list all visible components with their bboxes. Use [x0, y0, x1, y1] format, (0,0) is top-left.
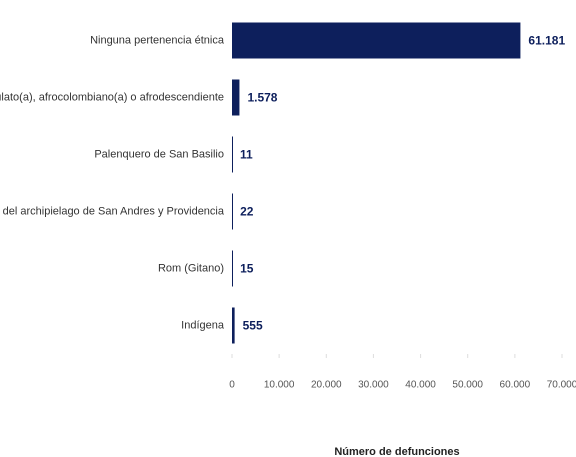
x-tick-label: 50.000: [452, 380, 483, 391]
bar: [232, 250, 233, 287]
x-tick-label: 60.000: [500, 380, 531, 391]
x-tick-label: 70.000: [547, 380, 576, 391]
value-label: 61.181: [528, 34, 565, 48]
value-label: 22: [240, 205, 254, 219]
y-tick-label: Indígena: [181, 319, 225, 331]
y-tick-label: Palenquero de San Basilio: [94, 148, 224, 160]
x-tick-label: 10.000: [264, 380, 295, 391]
x-axis-title: Número de defunciones: [334, 446, 459, 457]
y-tick-label: Negro(a), mulato(a), afrocolombiano(a) o…: [0, 91, 224, 103]
x-tick-label: 0: [229, 380, 235, 391]
value-label: 11: [240, 148, 253, 162]
value-label: 1.578: [247, 91, 277, 105]
y-tick-label: Rom (Gitano): [158, 262, 224, 274]
x-tick-label: 40.000: [405, 380, 436, 391]
bar: [232, 22, 521, 59]
x-tick-label: 20.000: [311, 380, 342, 391]
value-label: 15: [240, 262, 254, 276]
value-label: 555: [243, 319, 263, 333]
x-tick-label: 30.000: [358, 380, 389, 391]
y-tick-label: Ninguna pertenencia étnica: [90, 34, 225, 46]
y-tick-label: Raizal del archipielago de San Andres y …: [0, 205, 225, 217]
bar: [232, 136, 233, 173]
bar: [232, 79, 240, 116]
bar: [232, 193, 233, 230]
bar: [232, 307, 235, 344]
